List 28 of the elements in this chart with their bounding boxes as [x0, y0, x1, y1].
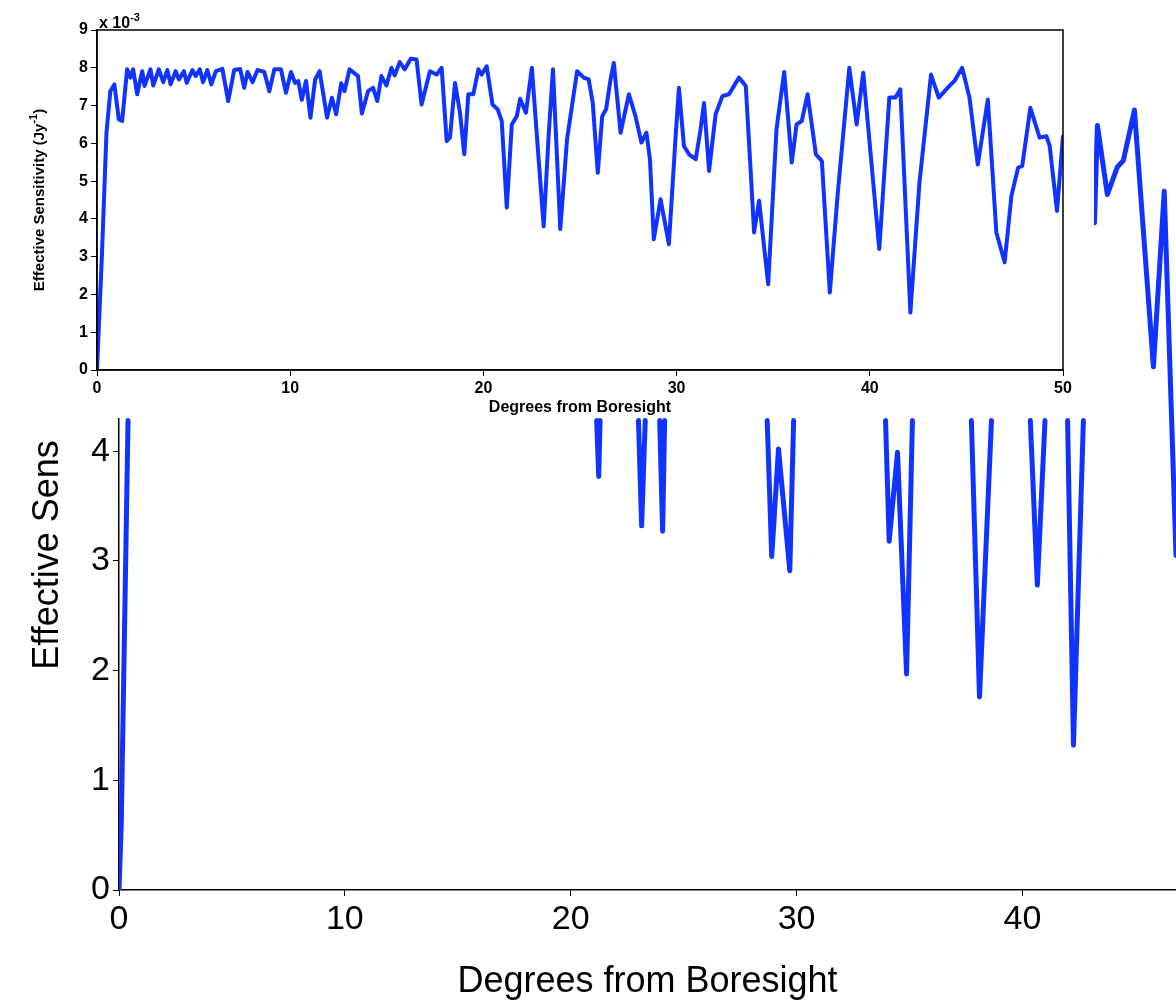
y-axis-title: Effective Sens [24, 440, 66, 670]
x-tick-label: 50 [1054, 379, 1072, 397]
x-tick-label: 20 [551, 897, 590, 936]
y-tick-label: 7 [79, 95, 89, 113]
y-tick-label: 8 [79, 58, 89, 76]
y-tick-label: 4 [79, 209, 89, 227]
y-tick-label: 3 [91, 539, 110, 578]
x-tick-label: 10 [281, 379, 300, 397]
x-tick-label: 20 [474, 379, 493, 397]
x-tick-label: 30 [667, 379, 686, 397]
y-tick-label: 0 [91, 868, 110, 907]
y-tick-label: 3 [79, 247, 89, 265]
y-axis-title: Effective Sensitivity (Jy-1) [27, 108, 48, 292]
y-tick-label: 1 [79, 322, 89, 340]
x-tick-label: 40 [1003, 897, 1042, 936]
y-tick-label: 2 [91, 648, 110, 687]
x-axis-title: Degrees from Boresight [488, 398, 672, 416]
y-tick-label: 5 [79, 171, 89, 189]
y-tick-label: 6 [79, 133, 89, 151]
x-tick-label: 40 [860, 379, 879, 397]
y-tick-label: 0 [79, 360, 89, 378]
y-tick-label: 4 [91, 429, 110, 468]
x-tick-label: 30 [777, 897, 816, 936]
x-axis-title: Degrees from Boresight [457, 958, 838, 1000]
y-tick-label: 9 [79, 20, 89, 38]
y-tick-label: 1 [91, 758, 110, 797]
x-tick-label: 10 [325, 897, 364, 936]
y-tick-label: 2 [79, 284, 89, 302]
